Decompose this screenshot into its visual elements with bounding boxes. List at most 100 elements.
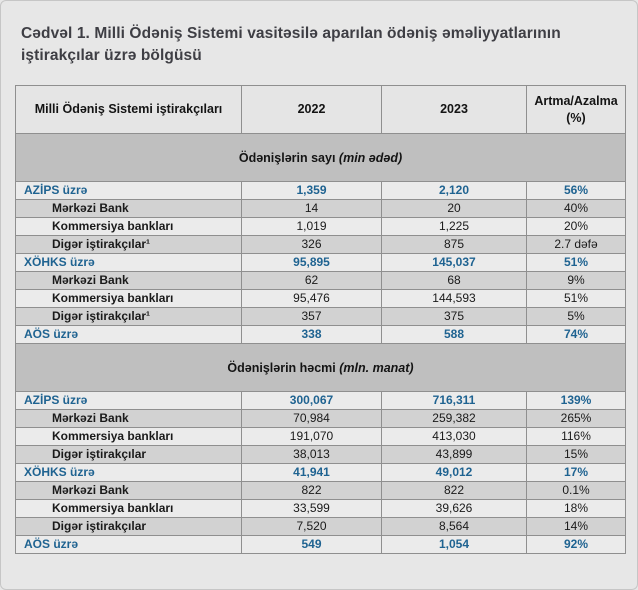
value-2022-cell: 822 xyxy=(241,481,382,500)
value-2023-cell: 20 xyxy=(381,199,527,218)
payments-table: Milli Ödəniş Sistemi iştirakçıları 2022 … xyxy=(15,85,626,554)
row-label-cell: Mərkəzi Bank xyxy=(15,199,242,218)
section-band-cell: Ödənişlərin həcmi (mln. manat) xyxy=(15,343,626,392)
row-label-cell: XÖHKS üzrə xyxy=(15,253,242,272)
section-title: Ödənişlərin həcmi xyxy=(227,360,336,375)
table-row: Kommersiya bankları 191,070 413,030 116% xyxy=(15,427,626,446)
change-cell: 51% xyxy=(526,289,626,308)
value-2023-cell: 822 xyxy=(381,481,527,500)
header-row: Milli Ödəniş Sistemi iştirakçıları 2022 … xyxy=(15,85,626,134)
row-label-cell: Kommersiya bankları xyxy=(15,499,242,518)
change-cell: 5% xyxy=(526,307,626,326)
table-row: XÖHKS üzrə 41,941 49,012 17% xyxy=(15,463,626,482)
value-2022-cell: 70,984 xyxy=(241,409,382,428)
value-2023-cell: 375 xyxy=(381,307,527,326)
value-2023-cell: 144,593 xyxy=(381,289,527,308)
value-2023-cell: 2,120 xyxy=(381,181,527,200)
table-caption: Cədvəl 1. Milli Ödəniş Sistemi vasitəsil… xyxy=(21,25,561,64)
value-2022-cell: 95,895 xyxy=(241,253,382,272)
change-cell: 18% xyxy=(526,499,626,518)
table-row: XÖHKS üzrə 95,895 145,037 51% xyxy=(15,253,626,272)
change-cell: 139% xyxy=(526,391,626,410)
col-header-change: Artma/Azalma (%) xyxy=(526,85,626,134)
row-label-cell: Mərkəzi Bank xyxy=(15,409,242,428)
change-cell: 56% xyxy=(526,181,626,200)
col-header-2023: 2023 xyxy=(381,85,527,134)
value-2022-cell: 1,359 xyxy=(241,181,382,200)
table-row: AÖS üzrə 549 1,054 92% xyxy=(15,535,626,554)
value-2023-cell: 259,382 xyxy=(381,409,527,428)
value-2022-cell: 300,067 xyxy=(241,391,382,410)
value-2022-cell: 549 xyxy=(241,535,382,554)
change-cell: 116% xyxy=(526,427,626,446)
value-2022-cell: 7,520 xyxy=(241,517,382,536)
table-row: Digər iştirakçılar 7,520 8,564 14% xyxy=(15,517,626,536)
change-cell: 40% xyxy=(526,199,626,218)
section-unit: (min ədəd) xyxy=(338,150,403,165)
row-label-cell: Digər iştirakçılar¹ xyxy=(15,235,242,254)
value-2022-cell: 62 xyxy=(241,271,382,290)
table-row: Digər iştirakçılar¹ 326 875 2.7 dəfə xyxy=(15,235,626,254)
change-cell: 15% xyxy=(526,445,626,464)
change-cell: 14% xyxy=(526,517,626,536)
row-label-cell: Kommersiya bankları xyxy=(15,217,242,236)
table-row: Mərkəzi Bank 70,984 259,382 265% xyxy=(15,409,626,428)
value-2023-cell: 68 xyxy=(381,271,527,290)
value-2023-cell: 875 xyxy=(381,235,527,254)
value-2023-cell: 49,012 xyxy=(381,463,527,482)
table-body: Ödənişlərin sayı (min ədəd) AZİPS üzrə 1… xyxy=(15,133,626,554)
table-row: AZİPS üzrə 300,067 716,311 139% xyxy=(15,391,626,410)
col-header-participants: Milli Ödəniş Sistemi iştirakçıları xyxy=(15,85,242,134)
table-row: Digər iştirakçılar¹ 357 375 5% xyxy=(15,307,626,326)
value-2022-cell: 14 xyxy=(241,199,382,218)
change-cell: 265% xyxy=(526,409,626,428)
row-label-cell: Mərkəzi Bank xyxy=(15,271,242,290)
table-row: Kommersiya bankları 95,476 144,593 51% xyxy=(15,289,626,308)
table-row: Kommersiya bankları 33,599 39,626 18% xyxy=(15,499,626,518)
value-2022-cell: 338 xyxy=(241,325,382,344)
row-label-cell: Kommersiya bankları xyxy=(15,427,242,446)
value-2022-cell: 191,070 xyxy=(241,427,382,446)
row-label-cell: Digər iştirakçılar xyxy=(15,517,242,536)
value-2023-cell: 39,626 xyxy=(381,499,527,518)
value-2023-cell: 8,564 xyxy=(381,517,527,536)
row-label-cell: AÖS üzrə xyxy=(15,535,242,554)
row-label-cell: Digər iştirakçılar xyxy=(15,445,242,464)
value-2022-cell: 1,019 xyxy=(241,217,382,236)
value-2023-cell: 145,037 xyxy=(381,253,527,272)
change-cell: 0.1% xyxy=(526,481,626,500)
col-header-2022: 2022 xyxy=(241,85,382,134)
section-unit: (mln. manat) xyxy=(339,360,414,375)
value-2023-cell: 1,225 xyxy=(381,217,527,236)
table-row: Mərkəzi Bank 14 20 40% xyxy=(15,199,626,218)
table-header: Milli Ödəniş Sistemi iştirakçıları 2022 … xyxy=(15,85,626,134)
section-band-row: Ödənişlərin həcmi (mln. manat) xyxy=(15,343,626,392)
change-cell: 9% xyxy=(526,271,626,290)
change-cell: 2.7 dəfə xyxy=(526,235,626,254)
value-2023-cell: 1,054 xyxy=(381,535,527,554)
value-2023-cell: 43,899 xyxy=(381,445,527,464)
value-2022-cell: 326 xyxy=(241,235,382,254)
table-row: Mərkəzi Bank 62 68 9% xyxy=(15,271,626,290)
value-2023-cell: 716,311 xyxy=(381,391,527,410)
value-2022-cell: 38,013 xyxy=(241,445,382,464)
row-label-cell: Kommersiya bankları xyxy=(15,289,242,308)
value-2022-cell: 357 xyxy=(241,307,382,326)
table-row: AÖS üzrə 338 588 74% xyxy=(15,325,626,344)
row-label-cell: AÖS üzrə xyxy=(15,325,242,344)
section-band-cell: Ödənişlərin sayı (min ədəd) xyxy=(15,133,626,182)
value-2022-cell: 33,599 xyxy=(241,499,382,518)
value-2023-cell: 413,030 xyxy=(381,427,527,446)
section-band-row: Ödənişlərin sayı (min ədəd) xyxy=(15,133,626,182)
table-row: AZİPS üzrə 1,359 2,120 56% xyxy=(15,181,626,200)
row-label-cell: AZİPS üzrə xyxy=(15,391,242,410)
value-2022-cell: 41,941 xyxy=(241,463,382,482)
change-cell: 51% xyxy=(526,253,626,272)
table-row: Mərkəzi Bank 822 822 0.1% xyxy=(15,481,626,500)
change-cell: 17% xyxy=(526,463,626,482)
row-label-cell: XÖHKS üzrə xyxy=(15,463,242,482)
change-cell: 92% xyxy=(526,535,626,554)
change-cell: 20% xyxy=(526,217,626,236)
value-2023-cell: 588 xyxy=(381,325,527,344)
